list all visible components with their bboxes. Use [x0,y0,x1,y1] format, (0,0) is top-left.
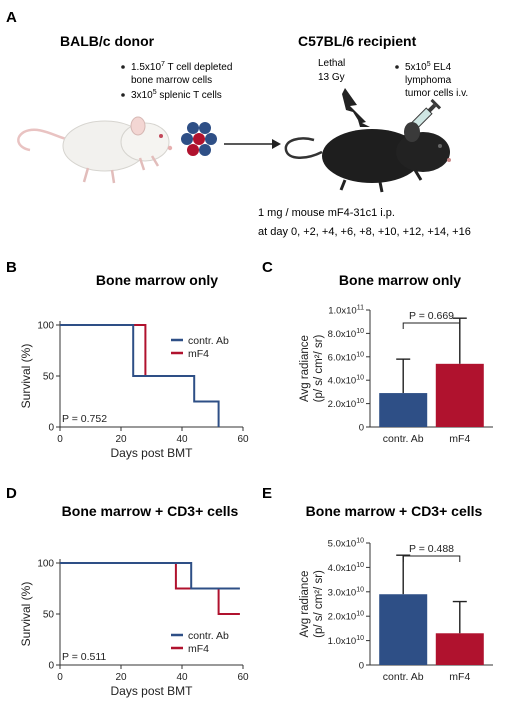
panel-b-letter: B [6,259,17,276]
bar-control [379,393,428,427]
bullet-dot [121,93,125,97]
significance-bracket [402,555,461,562]
y-tick-label: 1.0x1011 [328,305,364,317]
y-tick-label: 3.0x1010 [328,586,364,598]
y-axis-label-units: (p/ s/ cm²/ sr) [313,570,325,638]
bullet-dot [121,65,125,69]
y-tick-label: 0 [359,661,364,672]
chart-title: Bone marrow only [339,272,461,288]
panel-b-survival-chart: B Bone marrow only 0 50 100 0 20 40 60 Days pos… [6,259,249,460]
y-tick-label: 0 [359,423,364,434]
y-tick-label: 0 [48,661,54,672]
y-tick-label: 2.0x1010 [328,611,364,623]
donor-item-2: 3x105 splenic T cells [131,89,222,101]
x-tick-label: 20 [115,434,127,445]
lightning-bolt-icon [342,88,370,127]
y-tick-label: 6.0x1010 [328,351,364,363]
y-axis-label: Avg radiance [299,335,311,402]
plot-area: 0 2.0x1010 4.0x1010 6.0x1010 8.0x1010 1.0x101… [299,305,493,445]
x-tick-label: 60 [237,434,249,445]
x-tick-label: contr. Ab [383,433,424,445]
survival-line-control [60,324,220,427]
legend-label: mF4 [188,348,209,360]
y-tick-label: 0 [48,423,54,434]
x-tick-label: 0 [57,434,63,445]
chart-title: Bone marrow + CD3+ cells [62,503,239,519]
panel-d-letter: D [6,485,17,502]
y-axis-label: Avg radiance [299,571,311,638]
chart-title: Bone marrow only [96,272,218,288]
panel-e-letter: E [262,485,272,502]
y-axis-label: Survival (%) [19,582,33,647]
legend-label: mF4 [188,643,209,655]
donor-item-1-line2: bone marrow cells [131,75,212,86]
x-tick-label: 40 [176,434,188,445]
lethal-label: Lethal [318,58,345,69]
panel-a: A BALB/c donor C57BL/6 recipient 1.5x107… [6,9,471,238]
black-mouse-illustration [284,122,451,193]
panel-a-letter: A [6,9,17,26]
y-axis-label: Survival (%) [19,344,33,409]
x-tick-label: 40 [176,672,188,683]
y-tick-label: 4.0x1010 [328,562,364,574]
treatment-line-1: 1 mg / mouse mF4-31c1 i.p. [258,207,395,219]
lethal-dose-label: 13 Gy [318,72,345,83]
p-value-label: P = 0.669 [409,310,454,322]
y-tick-label: 50 [43,372,55,383]
y-tick-label: 4.0x1010 [328,375,364,387]
white-mouse-illustration [17,116,173,184]
donor-title: BALB/c donor [60,33,155,49]
p-value-label: P = 0.511 [62,651,106,663]
chart-title: Bone marrow + CD3+ cells [306,503,483,519]
y-tick-label: 2.0x1010 [328,398,364,410]
x-tick-label: mF4 [449,671,470,683]
panel-d-survival-chart: D Bone marrow + CD3+ cells 0 50 100 0 20 40 60… [6,485,249,698]
x-tick-label: mF4 [449,433,470,445]
p-value-label: P = 0.488 [409,543,454,555]
x-tick-label: 60 [237,672,249,683]
bar-control [379,594,428,665]
plot-area: 0 50 100 0 20 40 60 Days post BMT Survival (%) co… [19,559,249,699]
tumor-item: 5x105 EL4 [405,61,452,73]
y-axis-label-units: (p/ s/ cm²/ sr) [313,334,325,402]
bullet-dot [395,65,399,69]
plot-area: 0 1.0x1010 2.0x1010 3.0x1010 4.0x1010 5.0x101… [299,538,493,683]
plot-area: 0 50 100 0 20 40 60 Days post BMT Survival (%) co… [19,321,249,461]
legend-label: contr. Ab [188,335,229,347]
x-tick-label: contr. Ab [383,671,424,683]
panel-c-letter: C [262,259,273,276]
panel-e-bar-chart: E Bone marrow + CD3+ cells 0 1.0x1010 2.0x… [262,485,493,683]
p-value-label: P = 0.752 [62,413,107,425]
y-tick-label: 50 [43,610,55,621]
y-tick-label: 100 [37,559,54,570]
y-tick-label: 1.0x1010 [328,635,364,647]
y-tick-label: 5.0x1010 [328,538,364,550]
panel-c-bar-chart: C Bone marrow only 0 2.0x1010 4.0x1010 6.0x… [262,259,493,445]
x-axis-label: Days post BMT [110,446,193,460]
x-tick-label: 0 [57,672,63,683]
y-tick-label: 8.0x1010 [328,328,364,340]
x-tick-label: 20 [115,672,127,683]
y-tick-label: 100 [37,321,54,332]
treatment-line-2: at day 0, +2, +4, +6, +8, +10, +12, +14,… [258,226,471,238]
legend-label: contr. Ab [188,630,229,642]
survival-line-control [60,562,240,590]
cell-cluster-icon [181,122,217,156]
bar-mf4 [435,363,484,427]
significance-bracket [402,322,461,329]
tumor-item-line2: lymphoma [405,75,452,86]
bar-mf4 [435,633,484,665]
transfer-arrow-icon [224,139,281,149]
tumor-item-line3: tumor cells i.v. [405,88,468,99]
x-axis-label: Days post BMT [110,684,193,698]
recipient-title: C57BL/6 recipient [298,33,417,49]
donor-item-1: 1.5x107 T cell depleted [131,61,232,73]
